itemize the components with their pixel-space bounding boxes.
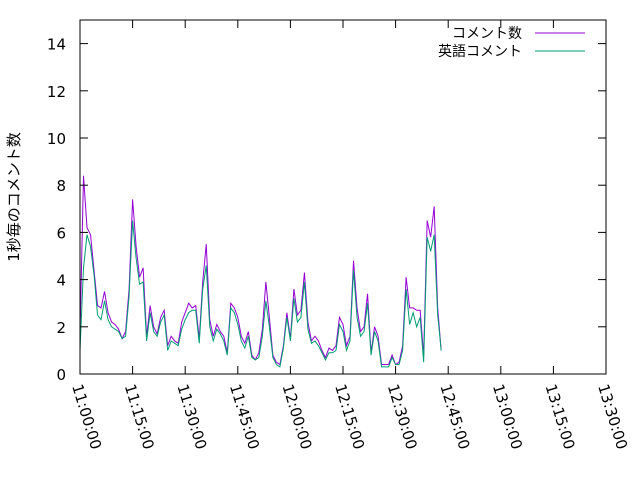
x-tick-label: 12:30:00	[384, 382, 421, 452]
x-tick-label: 11:15:00	[121, 382, 158, 452]
y-tick-label: 0	[56, 366, 66, 384]
x-tick-label: 12:45:00	[436, 382, 473, 452]
x-tick-label: 11:00:00	[68, 382, 105, 452]
plot-area	[79, 175, 442, 368]
series-line-1	[79, 175, 442, 366]
legend-label-1: コメント数	[452, 26, 522, 42]
y-tick-label: 6	[56, 224, 66, 242]
x-tick-label: 13:30:00	[594, 382, 631, 452]
x-tick-label: 11:45:00	[226, 382, 263, 452]
y-tick-label: 10	[47, 130, 66, 148]
y-axis-label: 1秒毎のコメント数	[5, 132, 23, 262]
y-tick-label: 8	[56, 177, 66, 195]
x-tick-label: 13:00:00	[489, 382, 526, 452]
x-tick-label: 12:15:00	[331, 382, 368, 452]
series-line-2	[79, 220, 442, 368]
x-tick-label: 11:30:00	[173, 382, 210, 452]
y-tick-label: 14	[47, 36, 66, 54]
y-tick-label: 12	[47, 83, 66, 101]
x-tick-label: 13:15:00	[542, 382, 579, 452]
x-tick-label: 12:00:00	[279, 382, 316, 452]
y-tick-label: 4	[56, 272, 66, 290]
y-tick-label: 2	[56, 319, 66, 337]
plot-frame	[79, 19, 607, 375]
axes: 0 2 4 6 8 10 12 14 11:00:00 11:15:00 11:30:00 11:45…	[47, 19, 631, 452]
legend-label-2: 英語コメント	[438, 43, 522, 60]
